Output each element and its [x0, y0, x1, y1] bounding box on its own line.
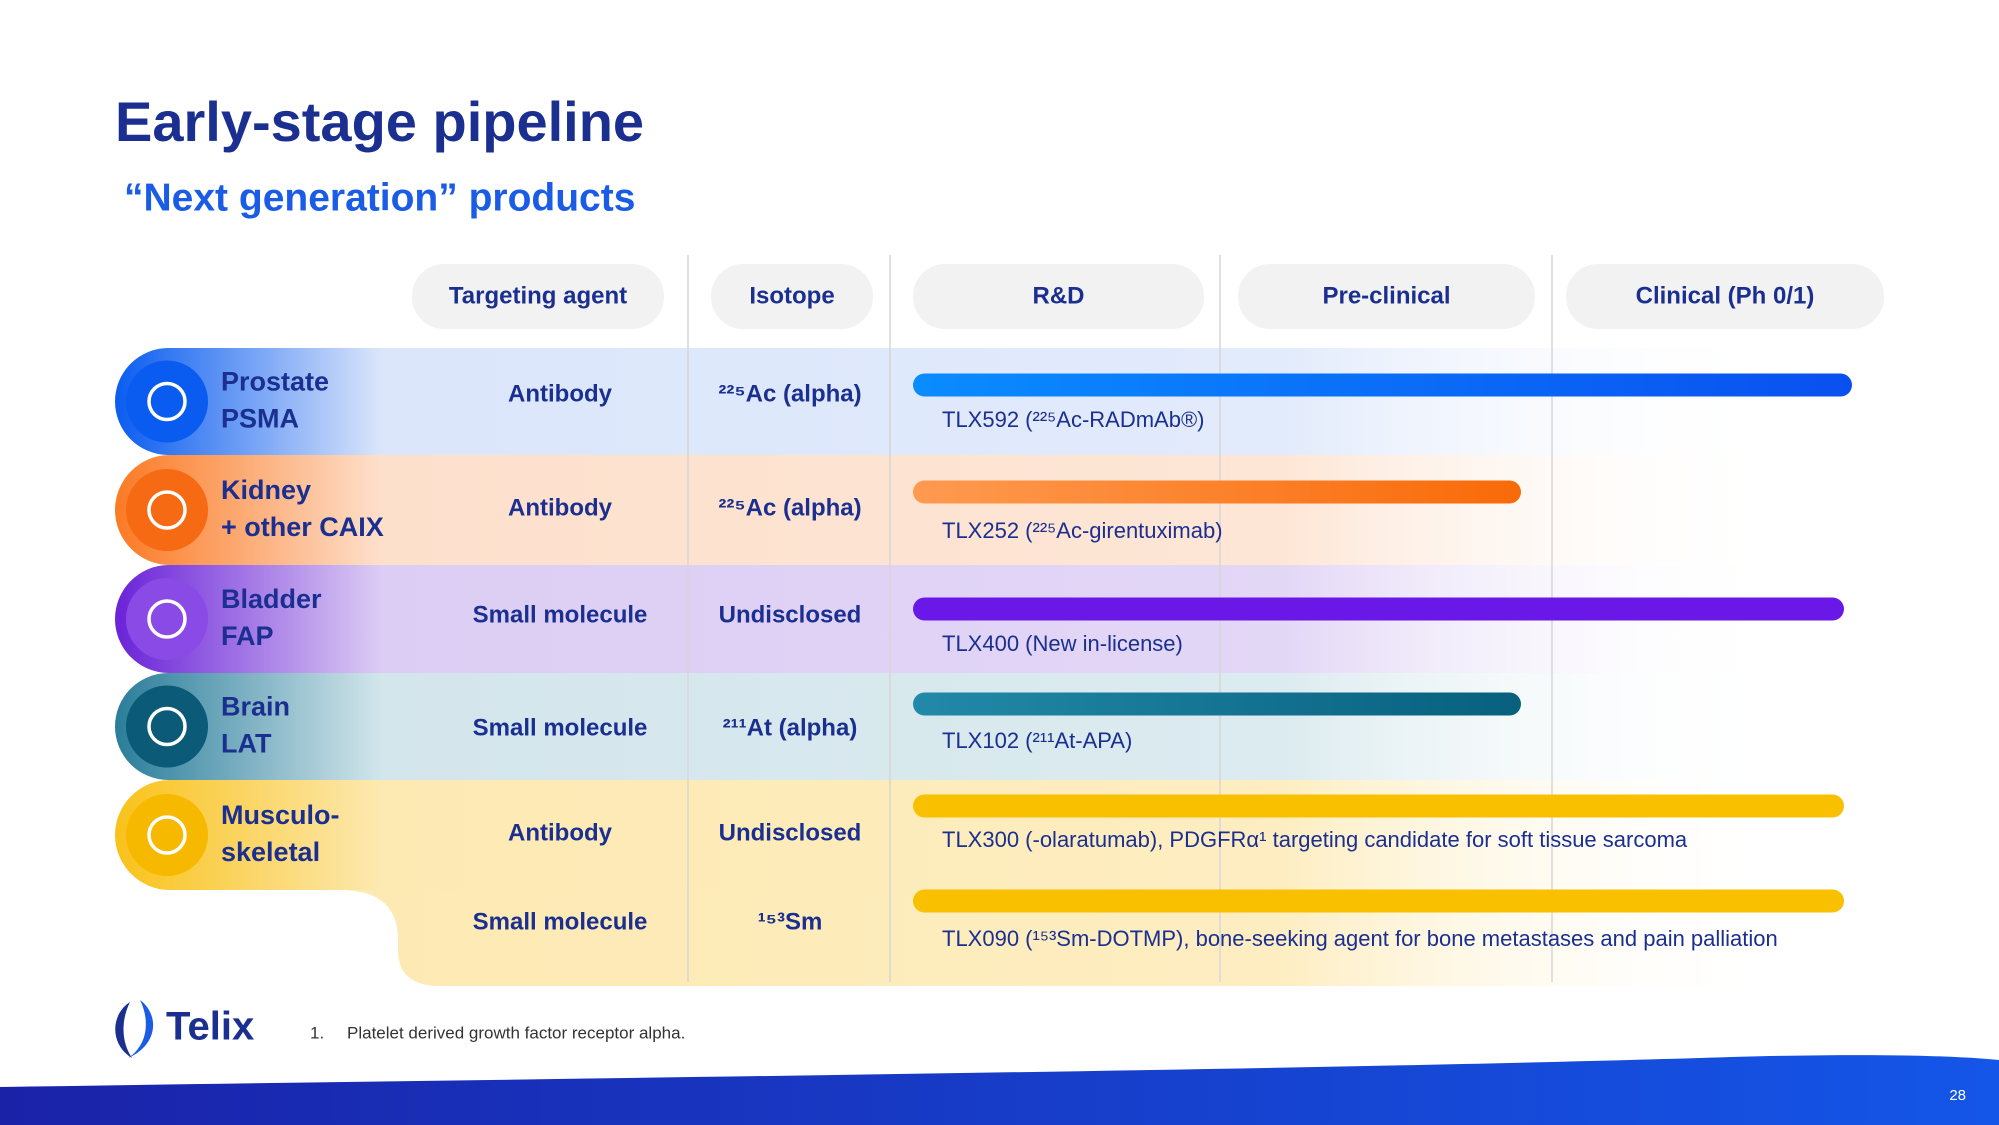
footnote-text: Platelet derived growth factor receptor … [347, 1023, 685, 1042]
candidate: TLX300 (-olaratumab), PDGFRα¹ targeting … [942, 827, 1688, 852]
progress-bar [913, 373, 1852, 397]
isotope: ¹⁵³Sm [758, 908, 823, 935]
column-header: Targeting agent [449, 282, 627, 309]
progress-bar [913, 480, 1521, 504]
indication-label: + other CAIX [221, 512, 384, 542]
indication-label: Prostate [221, 367, 329, 397]
progress-bar [913, 889, 1844, 913]
column-header: R&D [1033, 282, 1085, 309]
row-band [115, 455, 1785, 565]
logo-text: Telix [166, 1005, 254, 1049]
isotope: Undisclosed [719, 819, 862, 846]
targeting-agent: Small molecule [473, 714, 648, 741]
candidate: TLX102 (²¹¹At-APA) [942, 728, 1132, 753]
indication-label: LAT [221, 729, 272, 759]
isotope: ²²⁵Ac (alpha) [718, 380, 861, 407]
progress-bar [913, 794, 1844, 818]
column-header: Isotope [749, 282, 834, 309]
isotope: ²²⁵Ac (alpha) [718, 494, 861, 521]
icon-glyph [147, 815, 187, 855]
column-header: Pre-clinical [1322, 282, 1450, 309]
row-band [114, 673, 1785, 780]
icon-glyph [147, 490, 187, 530]
candidate: TLX252 (²²⁵Ac-girentuximab) [942, 518, 1223, 543]
column-header: Clinical (Ph 0/1) [1636, 282, 1815, 309]
targeting-agent: Antibody [508, 819, 613, 846]
row-band-sub [340, 890, 1785, 986]
logo: Telix [115, 1000, 254, 1058]
indication-label: Kidney [221, 475, 311, 505]
targeting-agent: Small molecule [473, 908, 648, 935]
column-pill [412, 264, 664, 329]
indication-icon [126, 685, 208, 768]
column-pill [1566, 264, 1884, 329]
footer-wave [0, 1055, 1999, 1125]
column-pill [711, 264, 873, 329]
targeting-agent: Antibody [508, 380, 613, 407]
indication-label: Musculo- [221, 800, 340, 830]
indication-label: PSMA [221, 404, 299, 434]
indication-label: FAP [221, 621, 274, 651]
progress-bar [913, 692, 1521, 716]
column-pill [913, 264, 1204, 329]
row-band [114, 348, 1785, 455]
page-number: 28 [1949, 1087, 1966, 1104]
indication-icon [126, 578, 208, 660]
icon-glyph [147, 706, 187, 747]
candidate: TLX090 (¹⁵³Sm-DOTMP), bone-seeking agent… [942, 926, 1778, 951]
indication-icon [126, 360, 208, 443]
indication-icon [126, 794, 208, 876]
progress-bar [913, 597, 1844, 621]
icon-glyph [147, 599, 187, 639]
indication-icon [126, 469, 208, 551]
isotope: ²¹¹At (alpha) [723, 714, 858, 741]
candidate: TLX400 (New in-license) [942, 631, 1183, 656]
subtitle: “Next generation” products [124, 176, 635, 219]
candidate: TLX592 (²²⁵Ac-RADmAb®) [942, 407, 1205, 432]
targeting-agent: Small molecule [473, 601, 648, 628]
footnote-number: 1. [310, 1023, 324, 1042]
indication-label: skeletal [221, 837, 320, 867]
icon-glyph [147, 381, 187, 422]
targeting-agent: Antibody [508, 494, 613, 521]
title: Early-stage pipeline [115, 90, 644, 153]
column-pill [1238, 264, 1535, 329]
indication-label: Bladder [221, 584, 322, 614]
indication-label: Brain [221, 692, 290, 722]
isotope: Undisclosed [719, 601, 862, 628]
